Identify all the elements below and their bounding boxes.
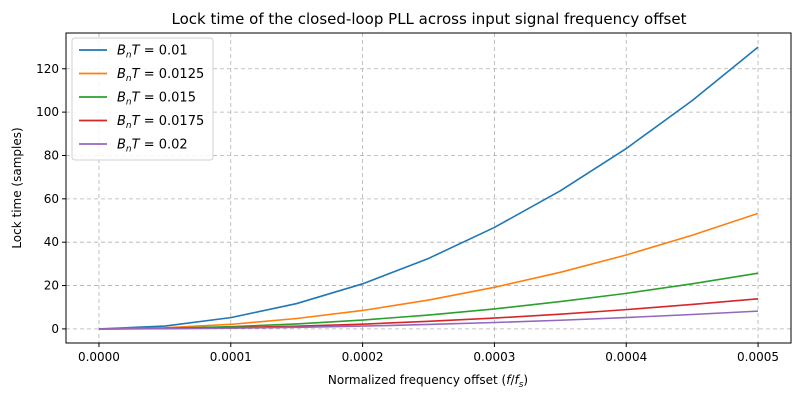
legend-label: BnT = 0.0175 (117, 114, 204, 131)
legend-label: BnT = 0.01 (117, 44, 188, 61)
y-axis-label: Lock time (samples) (10, 127, 24, 248)
x-tick-label: 0.0004 (605, 350, 647, 364)
x-axis-label: Normalized frequency offset (f/fs) (328, 373, 528, 390)
y-tick-label: 60 (44, 192, 59, 206)
x-tick-label: 0.0005 (737, 350, 779, 364)
chart-title: Lock time of the closed-loop PLL across … (172, 10, 687, 28)
x-tick-label: 0.0002 (342, 350, 384, 364)
y-tick-label: 120 (36, 62, 59, 76)
legend-label: BnT = 0.0125 (117, 67, 204, 84)
series-line (98, 212, 759, 330)
x-tick-label: 0.0001 (210, 350, 252, 364)
legend-label: BnT = 0.02 (117, 138, 188, 155)
y-tick-label: 100 (36, 105, 59, 119)
y-tick-label: 80 (44, 148, 59, 162)
y-tick-label: 0 (51, 322, 59, 336)
y-tick-label: 40 (44, 235, 59, 249)
y-tick-label: 20 (44, 279, 59, 293)
x-axis: 0.0000 0.0001 0.0002 0.0003 0.0004 0.0005 (78, 343, 779, 364)
series-line (98, 310, 759, 330)
x-tick-label: 0.0003 (473, 350, 515, 364)
y-axis: 0 20 40 60 80 100 120 (36, 62, 66, 336)
series-line (98, 46, 759, 330)
series-layer (98, 46, 759, 330)
x-tick-label: 0.0000 (78, 350, 120, 364)
legend: BnT = 0.01 BnT = 0.0125 BnT = 0.015 BnT = 0… (71, 37, 214, 161)
legend-box (71, 37, 214, 161)
legend-label: BnT = 0.015 (117, 91, 196, 108)
plot-frame (65, 32, 792, 344)
